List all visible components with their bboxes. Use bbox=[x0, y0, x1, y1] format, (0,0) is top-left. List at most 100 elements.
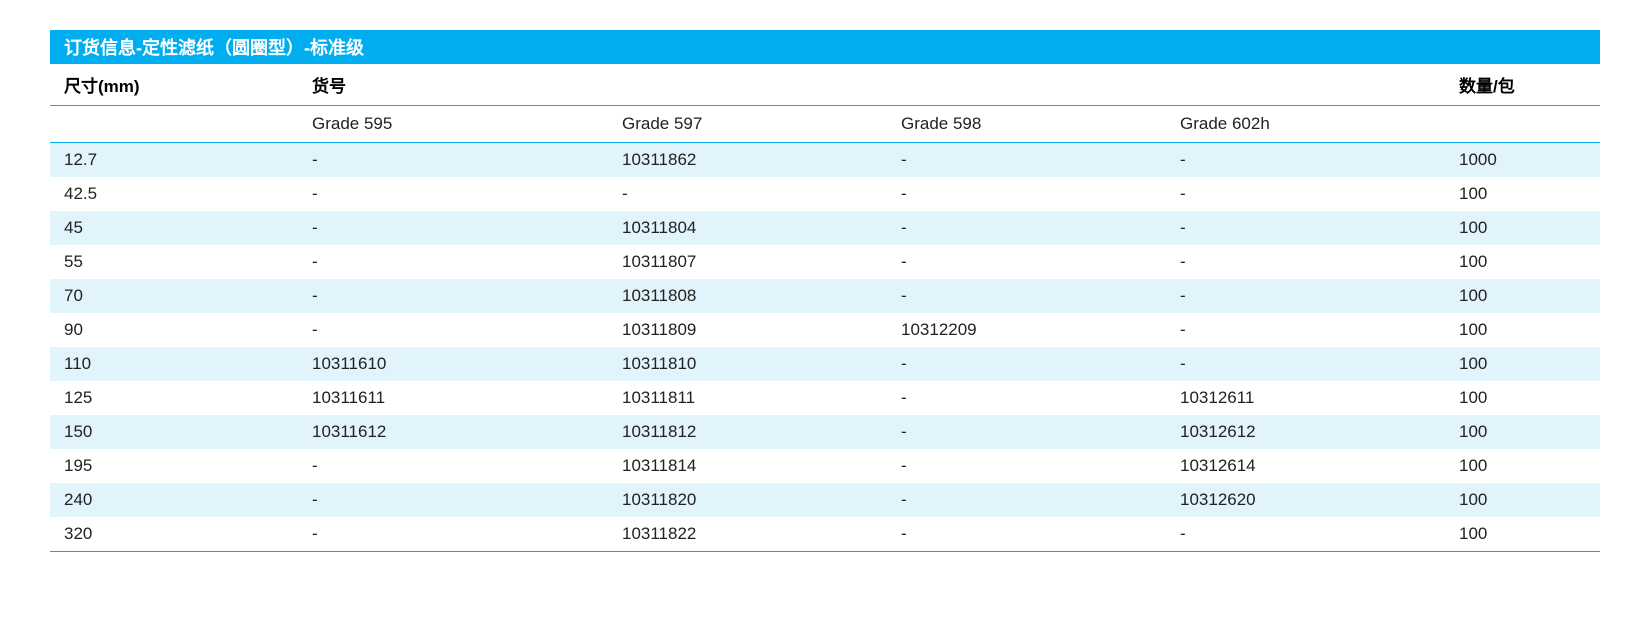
col-blank-1 bbox=[608, 64, 887, 106]
table-cell: 10311811 bbox=[608, 381, 887, 415]
table-row: 240-10311820-10312620100 bbox=[50, 483, 1600, 517]
table-cell: - bbox=[298, 211, 608, 245]
table-cell: 10312612 bbox=[1166, 415, 1445, 449]
table-cell: - bbox=[1166, 245, 1445, 279]
table-cell: 10311804 bbox=[608, 211, 887, 245]
table-cell: 90 bbox=[50, 313, 298, 347]
table-cell: - bbox=[887, 143, 1166, 178]
table-cell: 150 bbox=[50, 415, 298, 449]
table-cell: 100 bbox=[1445, 177, 1600, 211]
table-cell: 10312209 bbox=[887, 313, 1166, 347]
table-cell: - bbox=[887, 449, 1166, 483]
table-cell: - bbox=[887, 517, 1166, 552]
table-cell: 10311610 bbox=[298, 347, 608, 381]
table-cell: - bbox=[298, 245, 608, 279]
table-cell: 10312611 bbox=[1166, 381, 1445, 415]
table-row: 320-10311822--100 bbox=[50, 517, 1600, 552]
col-blank-2 bbox=[887, 64, 1166, 106]
table-body: 12.7-10311862--100042.5----10045-1031180… bbox=[50, 143, 1600, 552]
table-cell: - bbox=[1166, 517, 1445, 552]
table-cell: 100 bbox=[1445, 483, 1600, 517]
table-row: 1251031161110311811-10312611100 bbox=[50, 381, 1600, 415]
table-row: 12.7-10311862--1000 bbox=[50, 143, 1600, 178]
table-cell: 100 bbox=[1445, 415, 1600, 449]
table-cell: 1000 bbox=[1445, 143, 1600, 178]
table-cell: 10311814 bbox=[608, 449, 887, 483]
table-cell: 10311812 bbox=[608, 415, 887, 449]
table-cell: 10311807 bbox=[608, 245, 887, 279]
table-cell: - bbox=[887, 347, 1166, 381]
table-cell: 195 bbox=[50, 449, 298, 483]
sub-grade-597: Grade 597 bbox=[608, 106, 887, 143]
col-partno: 货号 bbox=[298, 64, 608, 106]
table-cell: 125 bbox=[50, 381, 298, 415]
table-cell: 100 bbox=[1445, 517, 1600, 552]
table-cell: - bbox=[887, 211, 1166, 245]
table-row: 1501031161210311812-10312612100 bbox=[50, 415, 1600, 449]
table-cell: - bbox=[298, 279, 608, 313]
table-cell: 10311820 bbox=[608, 483, 887, 517]
table-cell: - bbox=[1166, 313, 1445, 347]
sub-grade-598: Grade 598 bbox=[887, 106, 1166, 143]
table-cell: 10311862 bbox=[608, 143, 887, 178]
table-cell: - bbox=[887, 279, 1166, 313]
table-cell: 240 bbox=[50, 483, 298, 517]
table-cell: 55 bbox=[50, 245, 298, 279]
table-cell: 10311808 bbox=[608, 279, 887, 313]
table-cell: 320 bbox=[50, 517, 298, 552]
table-cell: - bbox=[887, 483, 1166, 517]
table-cell: 10311822 bbox=[608, 517, 887, 552]
table-cell: 10311612 bbox=[298, 415, 608, 449]
table-row: 70-10311808--100 bbox=[50, 279, 1600, 313]
table-row: 42.5----100 bbox=[50, 177, 1600, 211]
table-row: 1101031161010311810--100 bbox=[50, 347, 1600, 381]
sub-grade-602h: Grade 602h bbox=[1166, 106, 1445, 143]
table-cell: 70 bbox=[50, 279, 298, 313]
table-row: 90-1031180910312209-100 bbox=[50, 313, 1600, 347]
table-cell: - bbox=[608, 177, 887, 211]
table-cell: - bbox=[1166, 279, 1445, 313]
table-cell: 100 bbox=[1445, 245, 1600, 279]
table-cell: 100 bbox=[1445, 279, 1600, 313]
table-cell: 45 bbox=[50, 211, 298, 245]
table-row: 55-10311807--100 bbox=[50, 245, 1600, 279]
table-cell: - bbox=[887, 381, 1166, 415]
col-blank-3 bbox=[1166, 64, 1445, 106]
table-cell: 10311809 bbox=[608, 313, 887, 347]
table-cell: 10312620 bbox=[1166, 483, 1445, 517]
sub-blank-5 bbox=[1445, 106, 1600, 143]
table-row: 45-10311804--100 bbox=[50, 211, 1600, 245]
table-cell: 10311611 bbox=[298, 381, 608, 415]
table-cell: - bbox=[298, 313, 608, 347]
table-cell: - bbox=[298, 449, 608, 483]
table-cell: 100 bbox=[1445, 449, 1600, 483]
table-cell: - bbox=[1166, 347, 1445, 381]
table-cell: - bbox=[298, 143, 608, 178]
sub-grade-595: Grade 595 bbox=[298, 106, 608, 143]
table-cell: - bbox=[1166, 143, 1445, 178]
table-cell: - bbox=[298, 177, 608, 211]
table-cell: 100 bbox=[1445, 211, 1600, 245]
table-cell: 12.7 bbox=[50, 143, 298, 178]
table-cell: 100 bbox=[1445, 313, 1600, 347]
table-cell: 100 bbox=[1445, 347, 1600, 381]
table-cell: - bbox=[887, 177, 1166, 211]
table-cell: 100 bbox=[1445, 381, 1600, 415]
header-row-2: Grade 595 Grade 597 Grade 598 Grade 602h bbox=[50, 106, 1600, 143]
table-cell: - bbox=[887, 415, 1166, 449]
table-cell: - bbox=[298, 483, 608, 517]
table-cell: 42.5 bbox=[50, 177, 298, 211]
table-cell: - bbox=[887, 245, 1166, 279]
table-cell: 10311810 bbox=[608, 347, 887, 381]
table-row: 195-10311814-10312614100 bbox=[50, 449, 1600, 483]
table-cell: - bbox=[1166, 211, 1445, 245]
col-qty: 数量/包 bbox=[1445, 64, 1600, 106]
table-title: 订货信息-定性滤纸（圆圈型）-标准级 bbox=[50, 30, 1600, 64]
table-cell: - bbox=[298, 517, 608, 552]
ordering-info-table: 尺寸(mm) 货号 数量/包 Grade 595 Grade 597 Grade… bbox=[50, 64, 1600, 552]
col-size: 尺寸(mm) bbox=[50, 64, 298, 106]
table-cell: - bbox=[1166, 177, 1445, 211]
sub-blank-0 bbox=[50, 106, 298, 143]
header-row-1: 尺寸(mm) 货号 数量/包 bbox=[50, 64, 1600, 106]
table-cell: 110 bbox=[50, 347, 298, 381]
